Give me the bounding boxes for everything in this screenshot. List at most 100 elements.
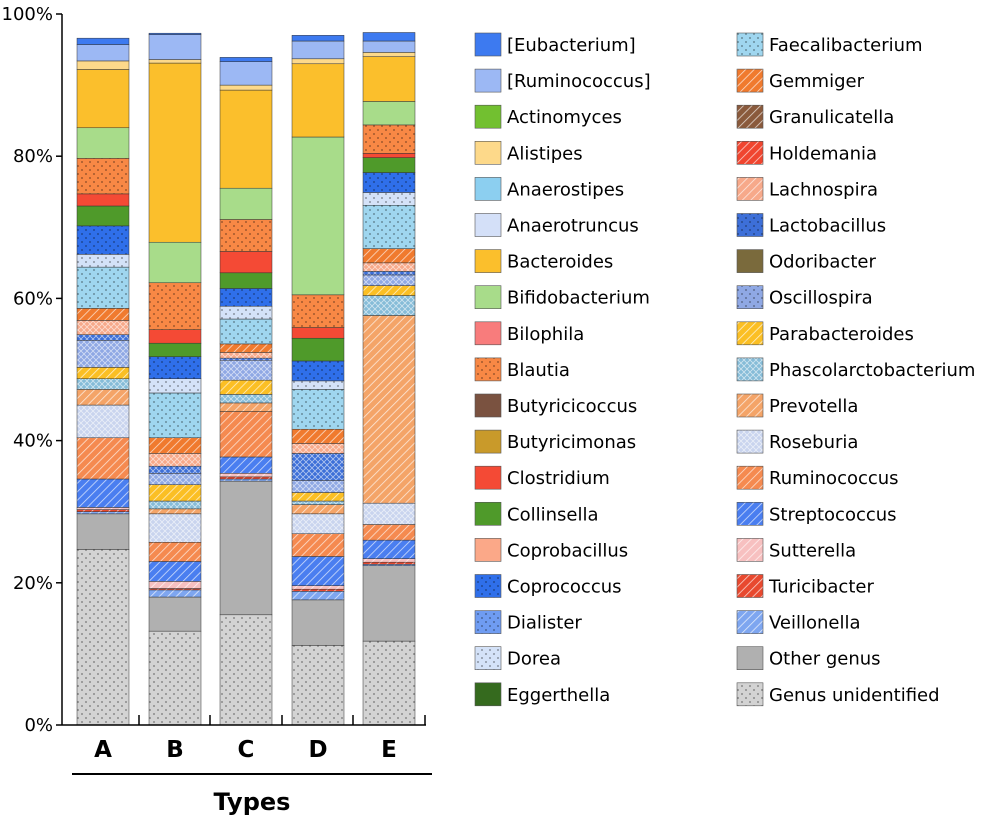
bar-segment-C-other-genus xyxy=(219,480,273,616)
bar-segment-D-prevotella xyxy=(291,504,345,515)
bar-segment-B-genus-unidentified xyxy=(148,630,202,726)
bar-segment-E-coprococcus xyxy=(362,172,416,193)
bar-segment-A-roseburia xyxy=(76,404,130,439)
x-category-label: D xyxy=(308,737,327,763)
bar-segment-C--ruminococcus- xyxy=(219,61,273,86)
legend-label: Oscillospira xyxy=(769,288,873,309)
legend-swatch xyxy=(736,141,764,165)
bar-segment-C-oscillospira xyxy=(219,360,273,381)
legend-swatch xyxy=(474,249,502,273)
bar-segment-C-gemmiger xyxy=(219,343,273,353)
bar-segment-B-roseburia xyxy=(148,513,202,543)
legend-label: Ruminococcus xyxy=(769,468,899,489)
bar-segment-A-sutterella xyxy=(76,507,130,510)
x-category-label: A xyxy=(94,737,112,763)
legend-label: Other genus xyxy=(769,649,881,670)
bar-segment-D-bacteroides xyxy=(291,63,345,138)
bar-segment-C-lachnospira xyxy=(219,352,273,359)
bar-segment-E-genus-unidentified xyxy=(362,640,416,726)
bar-segment-B-other-genus xyxy=(148,596,202,632)
legend-swatch xyxy=(736,321,764,346)
legend-swatch xyxy=(474,68,502,93)
y-tick-label: 100% xyxy=(2,4,53,25)
legend-swatch xyxy=(474,141,502,165)
bar-segment-E-phascolarctobacterium xyxy=(362,295,416,316)
legend: [Eubacterium] [Ruminococcus] Actinomyces Al… xyxy=(474,32,975,707)
bar-segment-E-prevotella xyxy=(362,315,416,504)
legend-swatch xyxy=(736,501,764,526)
bars-group xyxy=(76,32,416,726)
bar-segment-E-bifidobacterium xyxy=(362,101,416,126)
bar-segment-D-clostridium xyxy=(291,327,345,339)
bar-segment-A-veillonella xyxy=(76,511,130,515)
legend-swatch xyxy=(736,104,764,129)
legend-label: Odoribacter xyxy=(769,252,876,273)
bar-segment-C-prevotella xyxy=(219,402,273,412)
bar-segment-C-bifidobacterium xyxy=(219,187,273,220)
legend-label: Faecalibacterium xyxy=(769,35,923,56)
legend-label: Anaerotruncus xyxy=(507,216,639,237)
legend-label: Anaerostipes xyxy=(507,179,624,200)
bar-segment-C-dorea xyxy=(219,305,273,320)
y-tick-label: 0% xyxy=(24,715,53,736)
legend-swatch xyxy=(474,285,502,310)
bar-segment-A-oscillospira xyxy=(76,340,130,368)
bar-segment-E-turicibacter xyxy=(362,561,416,565)
bar-segment-E-lactobacillus xyxy=(362,271,416,276)
bar-segment-D-veillonella xyxy=(291,591,345,601)
legend-swatch xyxy=(736,393,764,418)
bar-segment-E-faecalibacterium xyxy=(362,205,416,249)
legend-swatch xyxy=(474,32,502,57)
bar-segment-D-other-genus xyxy=(291,599,345,646)
bar-segment-C-bacteroides xyxy=(219,89,273,189)
bar-segment-D-lachnospira xyxy=(291,443,345,454)
legend-swatch xyxy=(474,610,502,634)
bar-segment-A-collinsella xyxy=(76,205,130,227)
bar-segment-E-clostridium xyxy=(362,153,416,158)
legend-label: Parabacteroides xyxy=(769,324,914,345)
bar-segment-B-oscillospira xyxy=(148,473,202,485)
legend-swatch xyxy=(736,610,764,634)
bar-segment-E-gemmiger xyxy=(362,248,416,264)
bar-segment-A-faecalibacterium xyxy=(76,266,130,309)
legend-swatch xyxy=(474,501,502,526)
legend-label: Turicibacter xyxy=(768,577,874,598)
bar-segment-D-sutterella xyxy=(291,585,345,590)
bar-segment-B-parabacteroides xyxy=(148,484,202,502)
bar-segment-D-roseburia xyxy=(291,513,345,534)
legend-label: Bacteroides xyxy=(507,252,613,273)
bar-segment-E-collinsella xyxy=(362,157,416,173)
bar-segment-A--ruminococcus- xyxy=(76,44,130,62)
legend-label: Coprococcus xyxy=(507,577,622,598)
bar-segment-D-ruminococcus xyxy=(291,533,345,557)
bar-segment-E-sutterella xyxy=(362,558,416,563)
bar-segment-A-coprococcus xyxy=(76,225,130,255)
y-tick-label: 60% xyxy=(13,288,53,309)
legend-swatch xyxy=(474,177,502,201)
bar-segment-A-gemmiger xyxy=(76,308,130,321)
bar-segment-D-alistipes xyxy=(291,58,345,65)
bar-segment-B-gemmiger xyxy=(148,437,202,454)
x-axis-title: Types xyxy=(214,788,291,816)
bar-segment-A-parabacteroides xyxy=(76,367,130,379)
legend-swatch xyxy=(736,177,764,201)
bar-segment-D-faecalibacterium xyxy=(291,389,345,430)
bar-segment-D-genus-unidentified xyxy=(291,645,345,726)
legend-swatch xyxy=(736,646,764,671)
legend-label: Actinomyces xyxy=(507,107,622,128)
legend-swatch xyxy=(474,357,502,382)
bar-segment-B-streptococcus xyxy=(148,561,202,582)
legend-swatch xyxy=(474,574,502,598)
legend-label: [Ruminococcus] xyxy=(507,71,651,92)
bar-segment-A-bifidobacterium xyxy=(76,127,130,159)
bar-segment-C-veillonella xyxy=(219,478,273,482)
bar-segment-C-streptococcus xyxy=(219,456,273,474)
bar-segment-E-roseburia xyxy=(362,502,416,525)
bar-segment-E-bacteroides xyxy=(362,56,416,102)
legend-label: Prevotella xyxy=(769,396,858,417)
legend-label: Bifidobacterium xyxy=(507,288,650,309)
legend-label: Lachnospira xyxy=(769,179,878,200)
legend-label: Eggerthella xyxy=(507,685,610,706)
bar-segment-C-lactobacillus xyxy=(219,357,273,361)
bar-segment-A-phascolarctobacterium xyxy=(76,378,130,390)
